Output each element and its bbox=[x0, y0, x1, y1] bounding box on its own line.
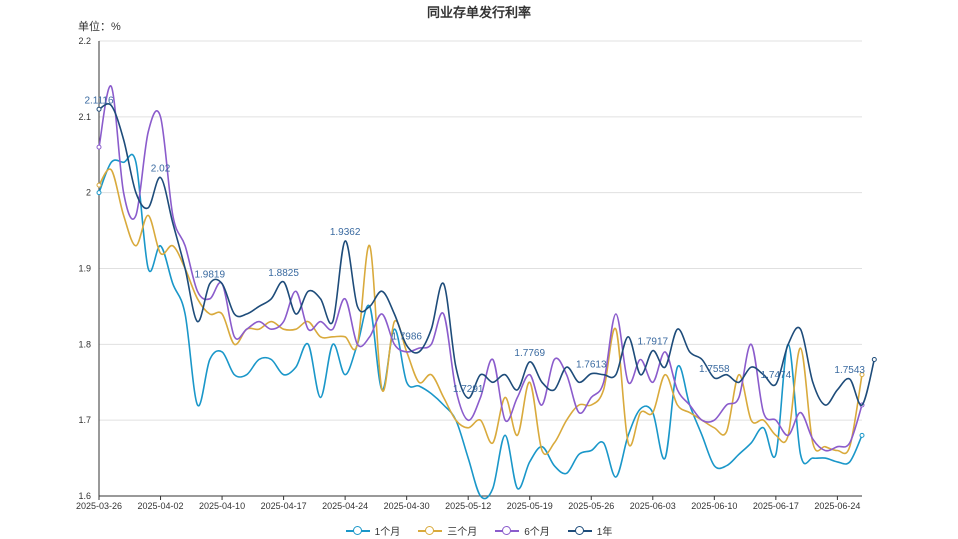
data-label: 1.9819 bbox=[194, 270, 225, 281]
series-point bbox=[96, 144, 102, 150]
data-label: 1.8825 bbox=[268, 268, 299, 279]
x-tick-label: 2025-06-03 bbox=[630, 501, 676, 511]
legend-label: 1个月 bbox=[374, 527, 401, 538]
series-point bbox=[871, 357, 877, 362]
unit-label: 单位：% bbox=[78, 21, 121, 33]
data-label: 1.7291 bbox=[453, 384, 484, 395]
x-tick-label: 2025-04-30 bbox=[384, 501, 430, 511]
legend: 1个月 三个月 6个月 1年 bbox=[0, 523, 958, 538]
y-tick-label: 1.6 bbox=[78, 491, 91, 501]
x-tick-label: 2025-06-17 bbox=[753, 501, 799, 511]
legend-label: 6个月 bbox=[524, 527, 550, 538]
legend-item[interactable]: 1年 bbox=[567, 523, 613, 538]
chart-title: 同业存单发行利率 bbox=[426, 5, 531, 20]
legend-item[interactable]: 1个月 bbox=[345, 523, 401, 538]
x-tick-label: 2025-04-02 bbox=[138, 501, 184, 511]
data-label: 2.02 bbox=[151, 164, 171, 175]
series-line-0 bbox=[98, 153, 863, 500]
legend-swatch-icon bbox=[418, 525, 443, 536]
x-tick-label: 2025-03-26 bbox=[76, 501, 122, 511]
x-tick-label: 2025-05-12 bbox=[445, 501, 491, 511]
y-tick-label: 1.7 bbox=[78, 415, 91, 425]
legend-label: 三个月 bbox=[447, 527, 478, 538]
data-label: 1.7917 bbox=[637, 337, 668, 348]
series-layer bbox=[96, 85, 877, 500]
series-line-1 bbox=[98, 168, 863, 456]
data-label: 1.7474 bbox=[761, 370, 792, 381]
axis-layer: 1.6 1.7 1.8 1.9 2 2.1 2.2 2025-03-26 2025-04-02 2… bbox=[76, 36, 862, 511]
y-tick-label: 2.1 bbox=[78, 112, 91, 122]
x-tick-label: 2025-06-24 bbox=[814, 501, 860, 511]
data-label: 1.7769 bbox=[514, 348, 545, 359]
series-point bbox=[96, 182, 102, 188]
series-point bbox=[96, 106, 102, 112]
series-point bbox=[859, 372, 865, 378]
data-label: 1.7543 bbox=[834, 365, 865, 376]
data-label: 1.7613 bbox=[576, 360, 607, 371]
data-label: 2.1116 bbox=[84, 95, 114, 106]
legend-swatch-icon bbox=[345, 525, 370, 536]
y-tick-label: 2 bbox=[86, 188, 91, 198]
x-tick-label: 2025-04-17 bbox=[261, 501, 307, 511]
data-label: 1.7558 bbox=[699, 364, 730, 375]
x-tick-label: 2025-06-10 bbox=[691, 501, 737, 511]
legend-item[interactable]: 三个月 bbox=[418, 523, 477, 538]
x-tick-label: 2025-05-26 bbox=[568, 501, 614, 511]
series-line-3 bbox=[98, 103, 876, 406]
grid-layer bbox=[99, 40, 862, 497]
label-layer: 2.1116 2.02 1.9819 1.8825 1.9362 1.7986 1.7291… bbox=[84, 95, 865, 395]
legend-swatch-icon bbox=[567, 525, 592, 536]
legend-item[interactable]: 6个月 bbox=[495, 523, 550, 538]
y-tick-label: 1.8 bbox=[78, 339, 91, 349]
series-point bbox=[96, 190, 102, 196]
data-label: 1.9362 bbox=[330, 227, 361, 238]
series-point bbox=[859, 432, 865, 438]
y-tick-label: 2.2 bbox=[78, 36, 91, 46]
x-tick-label: 2025-04-10 bbox=[199, 501, 245, 511]
x-tick-label: 2025-04-24 bbox=[322, 501, 368, 511]
series-line-2 bbox=[98, 85, 863, 452]
x-tick-label: 2025-05-19 bbox=[507, 501, 553, 511]
legend-label: 1年 bbox=[596, 527, 613, 538]
data-label: 1.7986 bbox=[391, 331, 422, 342]
y-tick-label: 1.9 bbox=[78, 264, 91, 274]
legend-swatch-icon bbox=[495, 525, 520, 536]
